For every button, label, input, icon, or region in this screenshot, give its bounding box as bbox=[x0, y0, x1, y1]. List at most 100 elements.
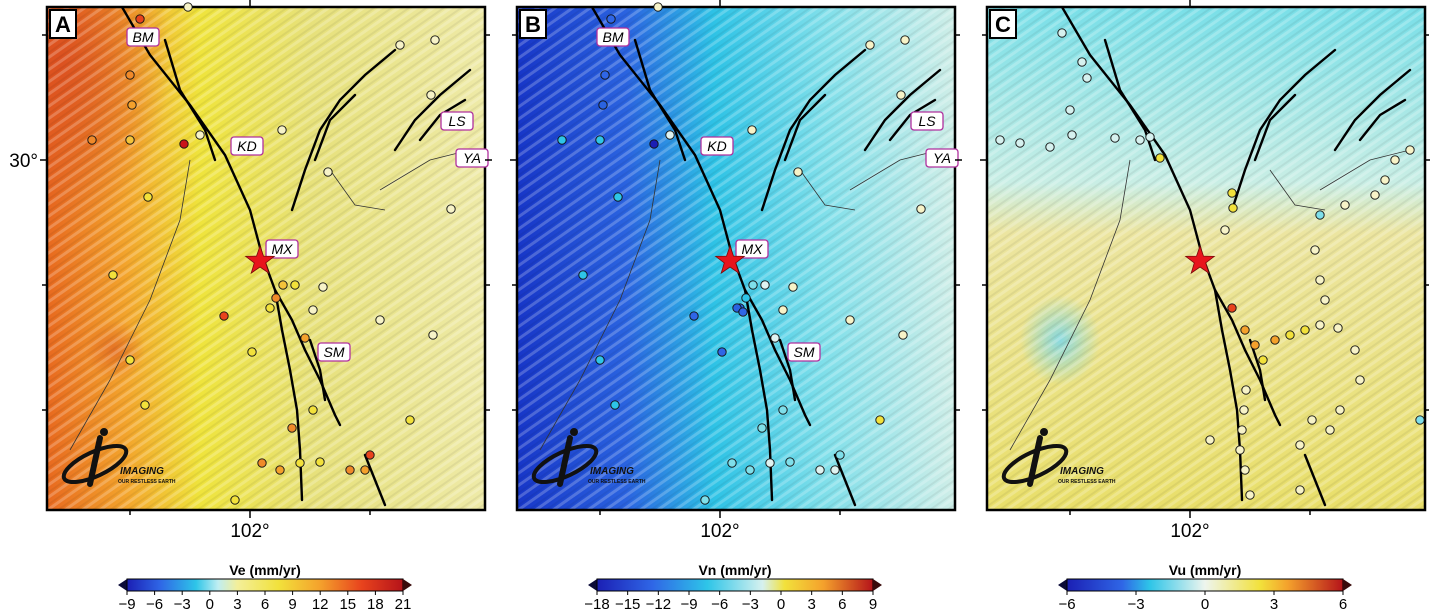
gps-station-dot bbox=[1227, 303, 1237, 313]
gps-station-dot bbox=[830, 465, 840, 475]
gps-station-dot bbox=[1315, 275, 1325, 285]
panel-c-colorbar: Vu (mm/yr) −6 −3 0 3 6 bbox=[1058, 562, 1352, 609]
gps-station-dot bbox=[375, 315, 385, 325]
colorbar-tick-label: 0 bbox=[206, 596, 214, 609]
gps-station-dot bbox=[748, 280, 758, 290]
panel-c-frame bbox=[985, 5, 1427, 512]
gps-station-dot bbox=[595, 355, 605, 365]
gps-station-dot bbox=[1370, 190, 1380, 200]
gps-station-dot bbox=[1270, 335, 1280, 345]
logo-stroke-icon bbox=[87, 435, 103, 487]
gps-station-dot bbox=[1355, 375, 1365, 385]
colorbar-tick-label: 6 bbox=[838, 596, 846, 609]
gps-station-dot bbox=[265, 303, 275, 313]
gps-station-dot bbox=[135, 14, 145, 24]
gps-station-dot bbox=[738, 307, 748, 317]
gps-station-dot bbox=[778, 405, 788, 415]
gps-station-dot bbox=[428, 330, 438, 340]
gps-station-dot bbox=[1065, 105, 1075, 115]
gps-station-dot bbox=[815, 465, 825, 475]
panel-c-minor-faults bbox=[1009, 149, 1411, 451]
logo-dot-icon bbox=[570, 428, 578, 436]
gps-station-dot bbox=[600, 70, 610, 80]
panel-c-colorbar-bar bbox=[1066, 578, 1344, 592]
panel-a: BM KD MX SM LS YA IMAGING OUR RESTLESS EARTH A… bbox=[9, 0, 492, 609]
panel-b-colorbar-min-arrow bbox=[588, 579, 597, 591]
gps-station-dot bbox=[1045, 142, 1055, 152]
panel-c-ticks bbox=[980, 0, 1430, 518]
place-label-box bbox=[230, 136, 264, 156]
place-label-kd: KD bbox=[707, 138, 726, 154]
gps-station-dot bbox=[295, 458, 305, 468]
place-label-bm: BM bbox=[133, 29, 154, 45]
gps-station-dot bbox=[1258, 355, 1268, 365]
gps-station-dot bbox=[315, 457, 325, 467]
gps-station-dot bbox=[1405, 145, 1415, 155]
panel-a-lat-label: 30° bbox=[9, 151, 38, 172]
panel-a-colorbar: Ve (mm/yr) −9 −6 −3 0 3 6 9 12 15 18 21 bbox=[118, 562, 412, 609]
logo-orbit-icon bbox=[1001, 443, 1069, 485]
panel-b-frame bbox=[515, 5, 957, 512]
gps-station-dot bbox=[1390, 155, 1400, 165]
panel-c-colorbar-max-arrow bbox=[1343, 579, 1352, 591]
gps-station-dot bbox=[770, 333, 780, 343]
gps-station-dot bbox=[741, 293, 751, 303]
gps-station-dot bbox=[1325, 425, 1335, 435]
gps-station-dot bbox=[87, 135, 97, 145]
colorbar-tick-label: 6 bbox=[261, 596, 269, 609]
place-label-ya: YA bbox=[463, 150, 481, 166]
gps-station-dot bbox=[108, 270, 118, 280]
gps-station-dot bbox=[308, 305, 318, 315]
gps-station-dot bbox=[760, 280, 770, 290]
panel-b-colorbar: Vn (mm/yr) −18 −15 −12 −9 −6 −3 0 3 6 9 bbox=[584, 562, 882, 609]
gps-station-dot bbox=[1300, 325, 1310, 335]
gps-station-dot bbox=[230, 495, 240, 505]
gps-station-dot bbox=[1220, 225, 1230, 235]
gps-station-dot bbox=[578, 270, 588, 280]
gps-station-dot bbox=[606, 14, 616, 24]
gps-station-dot bbox=[1310, 245, 1320, 255]
gps-station-dot bbox=[1235, 445, 1245, 455]
gps-station-dot bbox=[1067, 130, 1077, 140]
place-label-ls: LS bbox=[918, 113, 936, 129]
gps-station-dot bbox=[179, 139, 189, 149]
gps-station-dot bbox=[300, 333, 310, 343]
logo-stroke-icon bbox=[1027, 435, 1043, 487]
place-label-box bbox=[265, 239, 299, 259]
gps-station-dot bbox=[405, 415, 415, 425]
gps-station-dot bbox=[916, 204, 926, 214]
colorbar-tick-label: 9 bbox=[288, 596, 296, 609]
gps-station-dot bbox=[788, 282, 798, 292]
gps-station-dot bbox=[125, 70, 135, 80]
gps-station-dot bbox=[765, 458, 775, 468]
gps-station-dot bbox=[1155, 153, 1165, 163]
epicenter-star-icon bbox=[244, 244, 276, 275]
gps-station-dot bbox=[1015, 138, 1025, 148]
gps-station-dot bbox=[1335, 405, 1345, 415]
gps-station-dot bbox=[446, 204, 456, 214]
panel-b-place-labels: BM KD MX SM LS YA bbox=[596, 27, 959, 362]
place-label-box bbox=[455, 148, 489, 168]
place-label-kd: KD bbox=[237, 138, 256, 154]
panel-a-epicenter bbox=[244, 244, 276, 275]
colorbar-tick-label: −3 bbox=[742, 596, 759, 609]
logo-name: IMAGING bbox=[120, 466, 164, 477]
gps-station-dot bbox=[665, 130, 675, 140]
gps-station-dot bbox=[308, 405, 318, 415]
gps-station-dot bbox=[287, 423, 297, 433]
gps-station-dot bbox=[275, 465, 285, 475]
gps-station-dot bbox=[1333, 323, 1343, 333]
panel-a-colorbar-label: Ve (mm/yr) bbox=[229, 562, 301, 578]
gps-station-dot bbox=[271, 293, 281, 303]
panel-c-colorbar-label: Vu (mm/yr) bbox=[1169, 562, 1242, 578]
panel-b-lon-label: 102° bbox=[700, 521, 739, 542]
logo-name: IMAGING bbox=[1060, 466, 1104, 477]
gps-station-dot bbox=[793, 167, 803, 177]
gps-station-dot bbox=[865, 40, 875, 50]
panel-b: BM KD MX SM LS YA IMAGING OUR RESTLESS EARTH B… bbox=[510, 0, 962, 609]
colorbar-tick-label: −9 bbox=[680, 596, 697, 609]
panel-b-ticks bbox=[510, 0, 962, 518]
gps-station-dot bbox=[1135, 135, 1145, 145]
panel-a-letter-box bbox=[49, 9, 77, 39]
